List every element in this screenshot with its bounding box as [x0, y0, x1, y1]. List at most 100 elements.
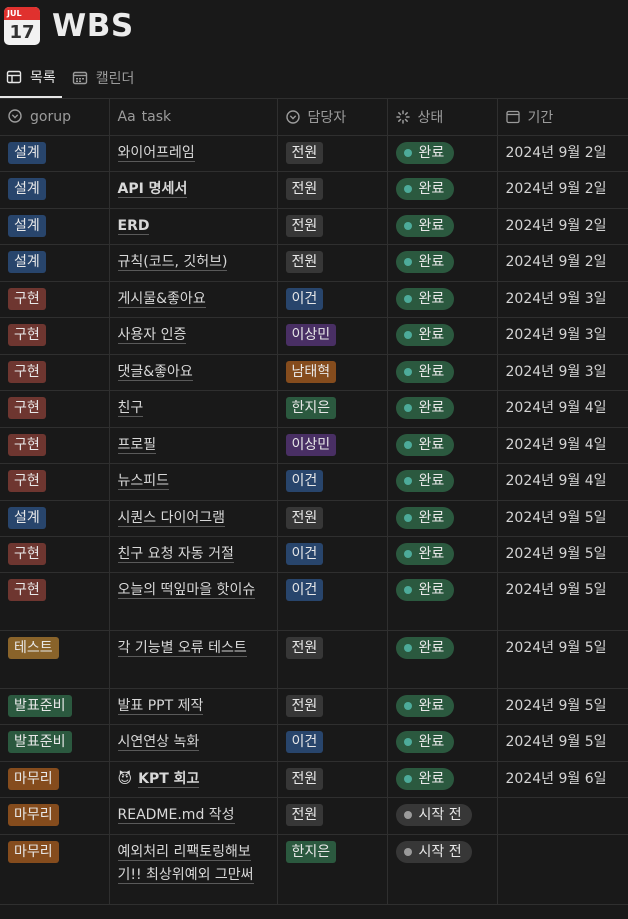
date-cell[interactable]: 2024년 9월 4일	[497, 463, 628, 501]
assignee-cell[interactable]: 이건	[277, 463, 388, 501]
task-cell[interactable]: 시퀀스 다이어그램	[109, 500, 278, 537]
group-cell[interactable]: 설계	[0, 244, 110, 282]
table-row[interactable]: 설계 API 명세서 전원 완료 2024년 9월 2일	[0, 171, 628, 209]
group-cell[interactable]: 설계	[0, 135, 110, 172]
status-cell[interactable]: 완료	[387, 761, 498, 798]
tab-calendar[interactable]: 캘린더	[66, 58, 141, 98]
assignee-cell[interactable]: 전원	[277, 135, 388, 172]
column-header-date[interactable]: 기간	[497, 99, 628, 136]
group-cell[interactable]: 구현	[0, 536, 110, 573]
date-cell[interactable]: 2024년 9월 5일	[497, 500, 628, 537]
assignee-cell[interactable]: 전원	[277, 244, 388, 282]
table-row[interactable]: 마무리 README.md 작성 전원 시작 전	[0, 797, 628, 835]
assignee-cell[interactable]: 이건	[277, 724, 388, 762]
assignee-cell[interactable]: 이상민	[277, 427, 388, 464]
task-cell[interactable]: 규칙(코드, 깃허브)	[109, 244, 278, 282]
assignee-cell[interactable]: 이건	[277, 281, 388, 318]
group-cell[interactable]: 구현	[0, 572, 110, 631]
assignee-cell[interactable]: 전원	[277, 208, 388, 245]
group-cell[interactable]: 구현	[0, 281, 110, 318]
table-row[interactable]: 구현 친구 한지은 완료 2024년 9월 4일	[0, 390, 628, 428]
date-cell[interactable]: 2024년 9월 2일	[497, 208, 628, 245]
status-cell[interactable]: 완료	[387, 171, 498, 209]
group-cell[interactable]: 마무리	[0, 797, 110, 835]
status-cell[interactable]: 완료	[387, 427, 498, 464]
date-cell[interactable]: 2024년 9월 3일	[497, 317, 628, 355]
assignee-cell[interactable]: 전원	[277, 630, 388, 689]
group-cell[interactable]: 설계	[0, 208, 110, 245]
table-row[interactable]: 구현 뉴스피드 이건 완료 2024년 9월 4일	[0, 463, 628, 501]
group-cell[interactable]: 발표준비	[0, 724, 110, 762]
date-cell[interactable]: 2024년 9월 4일	[497, 427, 628, 464]
table-row[interactable]: 구현 오늘의 떡잎마을 핫이슈 이건 완료 2024년 9월 5일	[0, 572, 628, 631]
table-row[interactable]: 발표준비 발표 PPT 제작 전원 완료 2024년 9월 5일	[0, 688, 628, 725]
date-cell[interactable]: 2024년 9월 4일	[497, 390, 628, 428]
group-cell[interactable]: 마무리	[0, 834, 110, 905]
task-cell[interactable]: 예외처리 리팩토링해보기!! 최상위예외 그만써	[109, 834, 278, 905]
status-cell[interactable]: 완료	[387, 135, 498, 172]
status-cell[interactable]: 완료	[387, 536, 498, 573]
status-cell[interactable]: 완료	[387, 281, 498, 318]
date-cell[interactable]: 2024년 9월 2일	[497, 135, 628, 172]
task-cell[interactable]: 뉴스피드	[109, 463, 278, 501]
group-cell[interactable]: 설계	[0, 500, 110, 537]
date-cell[interactable]: 2024년 9월 5일	[497, 630, 628, 689]
table-row[interactable]: 발표준비 시연연상 녹화 이건 완료 2024년 9월 5일	[0, 724, 628, 762]
assignee-cell[interactable]: 남태혁	[277, 354, 388, 391]
task-cell[interactable]: 😈 KPT 회고	[109, 761, 278, 798]
group-cell[interactable]: 구현	[0, 354, 110, 391]
assignee-cell[interactable]: 전원	[277, 171, 388, 209]
status-cell[interactable]: 완료	[387, 317, 498, 355]
table-row[interactable]: 구현 사용자 인증 이상민 완료 2024년 9월 3일	[0, 317, 628, 355]
status-cell[interactable]: 완료	[387, 354, 498, 391]
task-cell[interactable]: 와이어프레임	[109, 135, 278, 172]
table-row[interactable]: 구현 게시물&좋아요 이건 완료 2024년 9월 3일	[0, 281, 628, 318]
group-cell[interactable]: 구현	[0, 317, 110, 355]
table-row[interactable]: 마무리 예외처리 리팩토링해보기!! 최상위예외 그만써 한지은 시작 전	[0, 834, 628, 905]
status-cell[interactable]: 완료	[387, 688, 498, 725]
task-cell[interactable]: 오늘의 떡잎마을 핫이슈	[109, 572, 278, 631]
page-title[interactable]: WBS	[52, 8, 134, 44]
status-cell[interactable]: 완료	[387, 244, 498, 282]
column-header-assignee[interactable]: 담당자	[277, 99, 388, 136]
assignee-cell[interactable]: 한지은	[277, 834, 388, 905]
date-cell[interactable]: 2024년 9월 2일	[497, 171, 628, 209]
task-cell[interactable]: 시연연상 녹화	[109, 724, 278, 762]
status-cell[interactable]: 완료	[387, 724, 498, 762]
assignee-cell[interactable]: 이건	[277, 572, 388, 631]
assignee-cell[interactable]: 이상민	[277, 317, 388, 355]
assignee-cell[interactable]: 전원	[277, 500, 388, 537]
table-row[interactable]: 테스트 각 기능별 오류 테스트 전원 완료 2024년 9월 5일	[0, 630, 628, 689]
group-cell[interactable]: 발표준비	[0, 688, 110, 725]
task-cell[interactable]: 게시물&좋아요	[109, 281, 278, 318]
table-row[interactable]: 설계 규칙(코드, 깃허브) 전원 완료 2024년 9월 2일	[0, 244, 628, 282]
status-cell[interactable]: 완료	[387, 572, 498, 631]
assignee-cell[interactable]: 한지은	[277, 390, 388, 428]
task-cell[interactable]: 사용자 인증	[109, 317, 278, 355]
table-row[interactable]: 구현 댓글&좋아요 남태혁 완료 2024년 9월 3일	[0, 354, 628, 391]
status-cell[interactable]: 완료	[387, 463, 498, 501]
column-header-status[interactable]: 상태	[387, 99, 498, 136]
date-cell[interactable]	[497, 797, 628, 835]
date-cell[interactable]: 2024년 9월 3일	[497, 281, 628, 318]
task-cell[interactable]: 각 기능별 오류 테스트	[109, 630, 278, 689]
table-row[interactable]: 설계 ERD 전원 완료 2024년 9월 2일	[0, 208, 628, 245]
table-row[interactable]: 구현 친구 요청 자동 거절 이건 완료 2024년 9월 5일	[0, 536, 628, 573]
date-cell[interactable]	[497, 834, 628, 905]
assignee-cell[interactable]: 전원	[277, 797, 388, 835]
task-cell[interactable]: 댓글&좋아요	[109, 354, 278, 391]
table-row[interactable]: 설계 시퀀스 다이어그램 전원 완료 2024년 9월 5일	[0, 500, 628, 537]
status-cell[interactable]: 완료	[387, 500, 498, 537]
task-cell[interactable]: 발표 PPT 제작	[109, 688, 278, 725]
status-cell[interactable]: 시작 전	[387, 797, 498, 835]
status-cell[interactable]: 시작 전	[387, 834, 498, 905]
table-row[interactable]: 설계 와이어프레임 전원 완료 2024년 9월 2일	[0, 135, 628, 172]
task-cell[interactable]: 친구 요청 자동 거절	[109, 536, 278, 573]
group-cell[interactable]: 테스트	[0, 630, 110, 689]
status-cell[interactable]: 완료	[387, 390, 498, 428]
task-cell[interactable]: 프로필	[109, 427, 278, 464]
status-cell[interactable]: 완료	[387, 208, 498, 245]
tab-list[interactable]: 목록	[0, 58, 62, 98]
assignee-cell[interactable]: 전원	[277, 688, 388, 725]
task-cell[interactable]: README.md 작성	[109, 797, 278, 835]
